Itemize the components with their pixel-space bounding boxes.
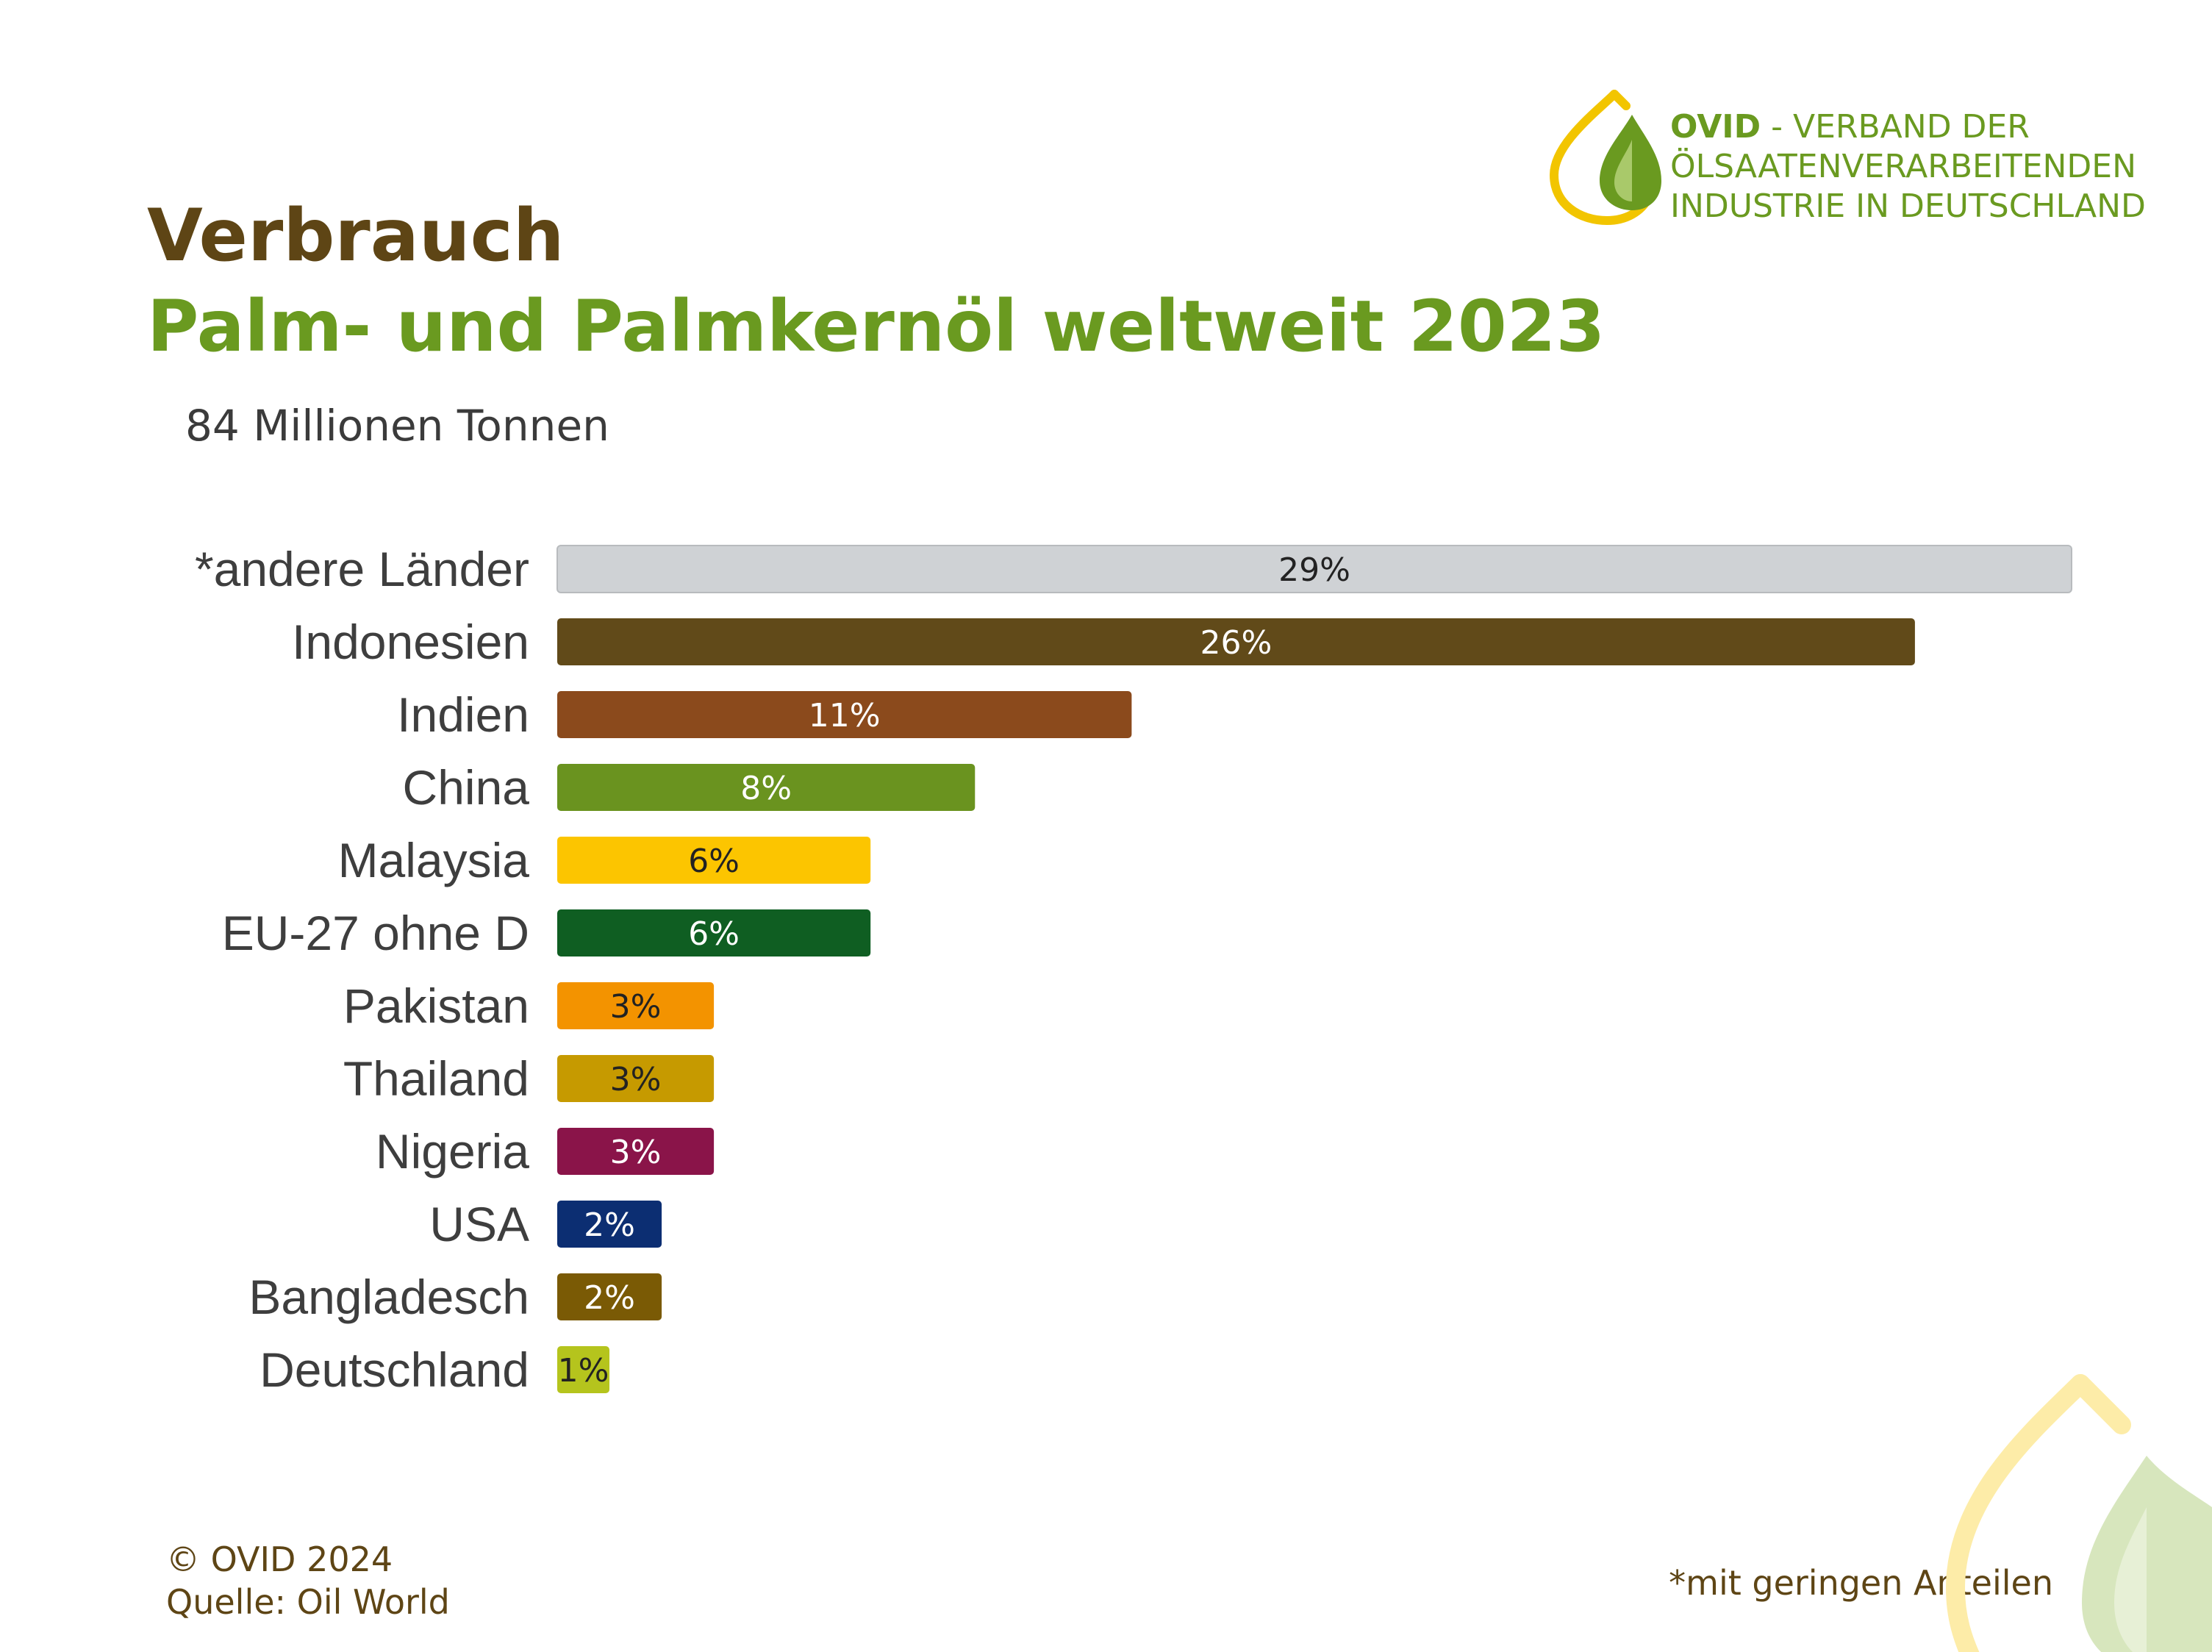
value-label-indonesien: 26% — [1200, 624, 1273, 662]
total-volume: 84 Millionen Tonnen — [185, 401, 609, 451]
category-label-china: China — [403, 760, 530, 815]
value-label-eu-27-ohne-d: 6% — [688, 915, 740, 953]
value-label-deutschland: 1% — [558, 1352, 609, 1390]
oil-drop-logo-icon — [1549, 90, 1661, 226]
value-label-china: 8% — [740, 770, 792, 807]
source-note: Quelle: Oil World — [166, 1582, 450, 1622]
category-label-malaysia: Malaysia — [338, 833, 530, 887]
bar-andere-länder — [556, 545, 2072, 593]
category-label-thailand: Thailand — [343, 1051, 529, 1106]
bar-malaysia — [557, 837, 871, 884]
category-label-indonesien: Indonesien — [292, 615, 529, 669]
organization-acronym: OVID — [1670, 108, 1761, 146]
category-label-andere-länder: *andere Länder — [195, 542, 529, 596]
page-title: Verbrauch — [147, 194, 565, 278]
bar-nigeria — [557, 1128, 715, 1175]
value-label-pakistan: 3% — [610, 988, 662, 1026]
category-label-bangladesch: Bangladesch — [248, 1270, 529, 1324]
copyright: © OVID 2024 — [166, 1540, 393, 1579]
value-label-malaysia: 6% — [688, 843, 740, 880]
organization-line-2: ÖLSAATENVERARBEITENDEN — [1670, 148, 2137, 185]
bar-china — [557, 764, 976, 811]
bar-thailand — [557, 1055, 715, 1102]
bar-deutschland — [557, 1346, 610, 1393]
category-label-eu-27-ohne-d: EU-27 ohne D — [222, 906, 529, 960]
category-label-pakistan: Pakistan — [343, 979, 529, 1033]
bar-pakistan — [557, 982, 715, 1029]
category-label-deutschland: Deutschland — [260, 1342, 529, 1397]
organization-name-block: OVID - VERBAND DER ÖLSAATENVERARBEITENDE… — [1670, 107, 2146, 226]
organization-line-1: - VERBAND DER — [1761, 108, 2030, 146]
category-label-usa: USA — [429, 1197, 529, 1251]
bar-indonesien — [557, 618, 1915, 665]
footnote: *mit geringen Anteilen — [1669, 1563, 2053, 1603]
bar-indien — [557, 691, 1132, 738]
category-label-indien: Indien — [397, 687, 529, 742]
bar-usa — [557, 1201, 662, 1248]
bar-bangladesch — [557, 1273, 662, 1320]
value-label-andere-länder: 29% — [1278, 551, 1350, 589]
value-label-usa: 2% — [584, 1206, 635, 1244]
value-label-thailand: 3% — [610, 1061, 662, 1098]
chart-title: Palm- und Palmkernöl weltweit 2023 — [147, 285, 1606, 368]
value-label-bangladesch: 2% — [584, 1279, 635, 1317]
copyright-block: © OVID 2024 Quelle: Oil World — [166, 1538, 450, 1623]
value-label-nigeria: 3% — [610, 1134, 662, 1171]
bar-eu-27-ohne-d — [557, 909, 871, 956]
decorative-drop-icon — [1945, 1374, 2212, 1652]
value-label-indien: 11% — [809, 697, 881, 734]
category-label-nigeria: Nigeria — [376, 1124, 529, 1179]
organization-line-3: INDUSTRIE IN DEUTSCHLAND — [1670, 187, 2146, 225]
